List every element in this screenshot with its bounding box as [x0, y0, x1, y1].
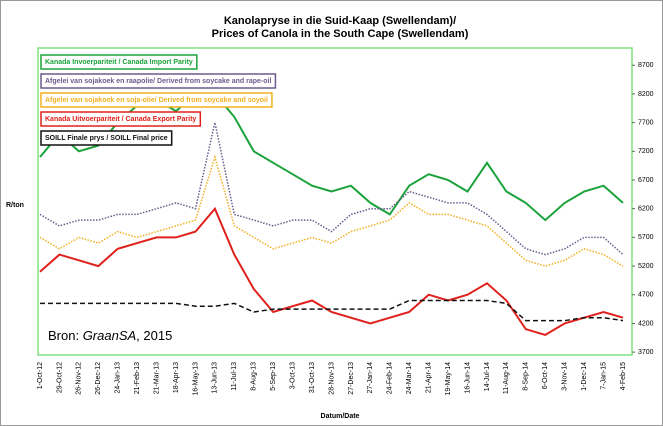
x-tick-label: 24-Mar-14 [406, 362, 413, 394]
legend-label: Kanada Invoerpariteit / Canada Import Pa… [45, 59, 193, 66]
series-line [40, 299, 624, 322]
y-tick-label: 8700 [638, 62, 654, 69]
x-axis-label: Datum/Date [321, 413, 360, 420]
series-line [39, 122, 624, 256]
x-tick-label: 21-Feb-13 [134, 362, 141, 394]
chart-subtitle: Prices of Canola in the South Cape (Swel… [212, 28, 469, 40]
legend: Kanada Invoerpariteit / Canada Import Pa… [40, 54, 277, 146]
y-tick-label: 3700 [638, 349, 654, 356]
x-tick-label: 3-Oct-13 [289, 362, 296, 389]
x-tick-label: 1-Dec-14 [581, 362, 588, 391]
x-tick-label: 27-Dec-13 [348, 362, 355, 395]
legend-label: Afgelei van sojakoek en raapolie/ Derive… [45, 78, 271, 85]
y-tick-label: 4200 [638, 320, 654, 327]
source-prefix: Bron: [48, 328, 83, 343]
x-tick-label: 8-Sep-14 [523, 362, 530, 391]
source-name: GraanSA [83, 328, 136, 343]
x-tick-label: 8-Aug-13 [251, 362, 258, 391]
legend-box [40, 92, 273, 108]
y-axis-label: R/ton [6, 202, 24, 209]
y-tick-label: 7200 [638, 148, 654, 155]
chart-title: Kanolapryse in die Suid-Kaap (Swellendam… [224, 15, 456, 27]
x-tick-label: 28-Nov-13 [328, 362, 335, 395]
x-tick-label: 29-Oct-12 [56, 362, 63, 393]
y-tick-label: 5200 [638, 263, 654, 270]
x-tick-label: 5-Sep-13 [270, 362, 277, 391]
x-tick-label: 14-Jul-14 [484, 362, 491, 391]
x-tick-label: 13-Jun-13 [212, 362, 219, 394]
x-tick-label: 16-May-13 [192, 362, 199, 396]
x-tick-label: 1-Oct-12 [37, 362, 44, 389]
source: Bron: GraanSA, 2015 [48, 328, 172, 343]
y-tick-label: 5700 [638, 234, 654, 241]
x-tick-label: 6-Oct-14 [542, 362, 549, 389]
x-tick-label: 31-Oct-13 [309, 362, 316, 393]
x-tick-label: 7-Jan-15 [600, 362, 607, 390]
x-tick-label: 3-Nov-14 [562, 362, 569, 391]
legend-box [40, 54, 198, 70]
x-tick-label: 18-Apr-13 [173, 362, 180, 393]
legend-label: Afgelei van sojakoek en soja-olie/ Deriv… [45, 97, 268, 104]
legend-box [40, 73, 277, 89]
x-tick-label: 27-Jan-14 [367, 362, 374, 394]
x-tick-label: 24-Feb-14 [387, 362, 394, 394]
legend-label: Kanada Uitvoerpariteit / Canada Export P… [45, 116, 196, 123]
x-tick-label: 21-Mar-13 [153, 362, 160, 394]
y-tick-label: 4700 [638, 292, 654, 299]
legend-label: SOILL Finale prys / SOILL Final price [45, 135, 168, 142]
x-tick-label: 24-Jan-13 [115, 362, 122, 394]
x-tick-label: 4-Feb-15 [620, 362, 627, 391]
y-tick-label: 6200 [638, 206, 654, 213]
legend-box [40, 130, 173, 146]
series-line [39, 206, 624, 336]
x-tick-label: 16-Jun-14 [464, 362, 471, 394]
y-tick-label: 8200 [638, 91, 654, 98]
x-tick-label: 11-Aug-14 [503, 362, 510, 394]
x-tick-label: 26-Dec-12 [95, 362, 102, 395]
x-tick-label: 26-Nov-12 [76, 362, 83, 395]
y-tick-label: 6700 [638, 177, 654, 184]
x-tick-label: 19-May-14 [445, 362, 452, 396]
legend-box [40, 111, 202, 127]
y-tick-label: 7700 [638, 119, 654, 126]
x-tick-label: 21-Apr-14 [426, 362, 433, 393]
series-line [39, 154, 624, 267]
x-tick-label: 11-Jul-13 [231, 362, 238, 391]
source-suffix: , 2015 [136, 328, 172, 343]
